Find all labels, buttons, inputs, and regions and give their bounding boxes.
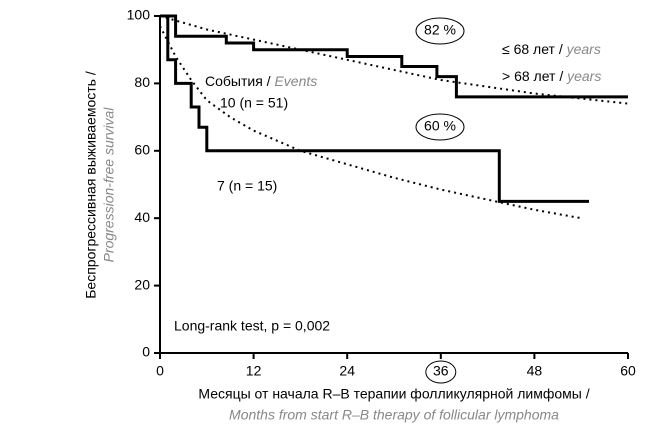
survival-curve xyxy=(160,14,589,203)
x-tick-label: 24 xyxy=(339,363,355,379)
y-tick-label: 40 xyxy=(134,209,150,225)
legend-text: > 68 лет / xyxy=(502,68,567,84)
legend-label: ≤ 68 лет / years xyxy=(502,41,601,57)
legend-text-en: years xyxy=(566,68,601,84)
x-label: Месяцы от начала R–B терапии фолликулярн… xyxy=(198,386,589,402)
annotation: 10 (n = 51) xyxy=(220,95,288,111)
x-label: Months from start R–B therapy of follicu… xyxy=(229,407,559,423)
percent-label: 82 % xyxy=(424,22,456,38)
label-circle xyxy=(415,113,465,141)
legend-text-en: years xyxy=(566,41,601,57)
y-tick-label: 100 xyxy=(127,7,151,23)
annotation-text-en: Events xyxy=(274,73,317,89)
annotation: Long-rank test, p = 0,002 xyxy=(174,318,330,334)
survival-curve xyxy=(160,14,628,99)
x-tick-label: 12 xyxy=(246,363,262,379)
tick-circle xyxy=(425,360,457,384)
annotation: События / Events xyxy=(205,73,317,89)
y-label: Progression-free survival xyxy=(101,107,117,263)
x-tick-label: 36 xyxy=(433,363,449,379)
x-tick-label: 60 xyxy=(620,363,636,379)
percent-label: 60 % xyxy=(424,118,456,134)
x-tick-label: 48 xyxy=(527,363,543,379)
y-tick-label: 80 xyxy=(134,74,150,90)
y-tick-label: 60 xyxy=(134,142,150,158)
y-tick-label: 0 xyxy=(142,344,150,360)
annotation-text: События / xyxy=(205,73,274,89)
x-tick-label: 0 xyxy=(156,363,164,379)
y-tick-label: 20 xyxy=(134,276,150,292)
annotation: 7 (n = 15) xyxy=(217,178,277,194)
legend-label: > 68 лет / years xyxy=(502,68,601,84)
y-label: Беспрогрессивная выживаемость / xyxy=(83,71,99,299)
legend-text: ≤ 68 лет / xyxy=(502,41,567,57)
trend-curve xyxy=(159,15,629,105)
label-circle xyxy=(415,17,465,45)
